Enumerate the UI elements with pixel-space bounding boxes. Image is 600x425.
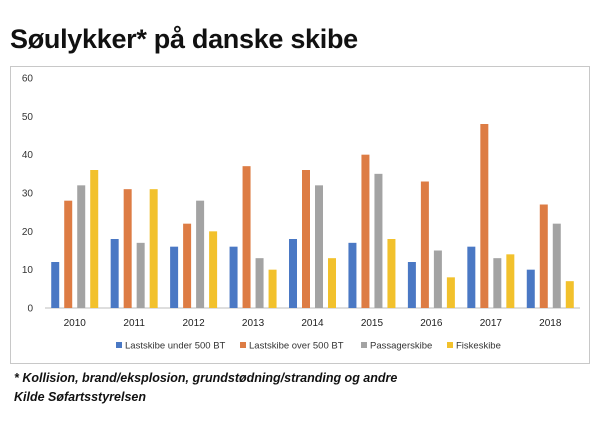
bar-2018-series-4 [565, 281, 574, 308]
y-tick-label: 30 [22, 189, 34, 200]
y-tick-label: 20 [22, 227, 34, 238]
legend-swatch-4 [447, 342, 453, 348]
bar-2018-series-2 [539, 204, 548, 308]
legend-label-3: Passagerskibe [370, 341, 432, 352]
bar-2015-series-4 [387, 239, 396, 308]
bar-2010-series-4 [90, 170, 99, 308]
bar-2012-series-2 [183, 223, 192, 308]
y-tick-label: 50 [22, 112, 34, 123]
legend-label-2: Lastskibe over 500 BT [249, 341, 344, 352]
x-axis-ticks: 2010 2011 2012 2013 2014 2015 2016 2017 2018 [64, 318, 562, 329]
footnote: * Kollision, brand/eksplosion, grundstød… [14, 371, 398, 385]
legend-label-1: Lastskibe under 500 BT [125, 341, 226, 352]
x-tick-label-2011: 2011 [123, 318, 145, 329]
chart-frame [10, 66, 590, 364]
bar-2017-series-4 [506, 254, 515, 308]
legend: Lastskibe under 500 BT Lastskibe over 500… [116, 341, 501, 352]
bar-2016-series-3 [433, 250, 442, 308]
bar-2011-series-4 [149, 189, 158, 308]
bar-2013-series-4 [268, 269, 277, 308]
source-note: Kilde Søfartsstyrelsen [14, 390, 146, 404]
legend-label-4: Fiskeskibe [456, 341, 501, 352]
bar-2017-series-1 [467, 246, 476, 308]
bar-2012-series-4 [209, 231, 218, 308]
y-tick-label: 40 [22, 150, 34, 161]
x-tick-label-2015: 2015 [361, 318, 384, 329]
bar-2014-series-2 [302, 170, 310, 308]
x-tick-label-2012: 2012 [182, 318, 205, 329]
chart-title: Søulykker* på danske skibe [10, 24, 358, 54]
y-tick-label: 60 [22, 74, 34, 85]
bar-2014-series-3 [315, 185, 323, 308]
bar-2016-series-4 [446, 277, 455, 308]
bar-2011-series-1 [110, 239, 119, 308]
bar-2013-series-2 [242, 166, 251, 308]
bar-2016-series-1 [407, 262, 416, 308]
bar-2014-series-1 [289, 239, 297, 308]
bar-2015-series-3 [374, 173, 383, 308]
bar-2018-series-1 [526, 269, 535, 308]
bar-2014-series-4 [328, 258, 336, 308]
x-tick-label-2017: 2017 [480, 318, 503, 329]
bar-2016-series-2 [420, 181, 429, 308]
y-tick-label: 0 [27, 304, 33, 315]
bar-2012-series-1 [170, 246, 179, 308]
x-tick-label-2013: 2013 [242, 318, 265, 329]
bar-2013-series-1 [229, 246, 238, 308]
x-tick-label-2010: 2010 [64, 318, 87, 329]
legend-swatch-1 [116, 342, 122, 348]
x-tick-label-2018: 2018 [539, 318, 562, 329]
x-tick-label-2016: 2016 [420, 318, 443, 329]
bar-2012-series-3 [196, 200, 205, 308]
bar-2015-series-1 [348, 242, 357, 308]
legend-swatch-2 [240, 342, 246, 348]
bar-2010-series-3 [77, 185, 86, 308]
bar-2017-series-3 [493, 258, 502, 308]
bar-2015-series-2 [361, 154, 370, 308]
bar-2018-series-3 [552, 223, 561, 308]
x-tick-label-2014: 2014 [301, 318, 324, 329]
bar-2013-series-3 [255, 258, 264, 308]
bar-2011-series-2 [123, 189, 132, 308]
bar-2011-series-3 [136, 242, 145, 308]
bar-2010-series-2 [64, 200, 73, 308]
bar-2010-series-1 [51, 262, 60, 308]
bars [51, 124, 574, 308]
y-tick-label: 10 [22, 265, 34, 276]
y-axis-ticks: 0 10 20 30 40 50 60 [22, 74, 34, 315]
bar-2017-series-2 [480, 124, 489, 308]
legend-swatch-3 [361, 342, 367, 348]
